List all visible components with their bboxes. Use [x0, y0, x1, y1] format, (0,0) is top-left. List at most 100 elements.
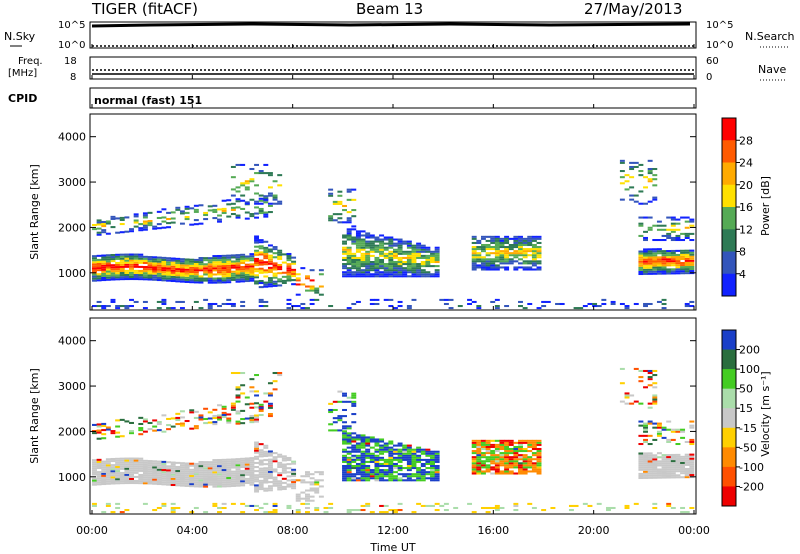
velocity-cell: [142, 418, 148, 421]
velocity-cell: [332, 421, 338, 424]
power-cell: [212, 259, 218, 262]
power-cell: [494, 298, 500, 301]
velocity-cell: [666, 420, 672, 423]
velocity-cell: [212, 481, 218, 484]
power-cell: [263, 198, 269, 201]
power-cell: [360, 240, 366, 243]
velocity-cell: [96, 475, 102, 478]
power-cell: [379, 258, 385, 261]
velocity-cell: [254, 461, 260, 464]
power-cell: [485, 268, 491, 271]
velocity-cell: [249, 402, 255, 405]
velocity-cell: [221, 411, 227, 414]
velocity-cell: [346, 473, 352, 476]
velocity-cell: [393, 475, 398, 478]
velocity-cell: [647, 474, 653, 477]
power-cell: [175, 259, 181, 262]
power-cell: [471, 235, 477, 238]
power-cell: [383, 254, 389, 257]
power-cell: [661, 234, 667, 237]
velocity-cell: [170, 477, 176, 480]
power-cell: [416, 256, 422, 259]
power-cell: [513, 260, 519, 263]
velocity-cell: [133, 467, 139, 470]
power-cell: [379, 263, 385, 266]
power-cell: [115, 253, 121, 256]
power-cell: [342, 221, 347, 224]
velocity-cell: [351, 454, 357, 457]
velocity-cell: [499, 472, 505, 475]
velocity-cell: [508, 464, 514, 467]
power-cell: [161, 298, 167, 301]
velocity-cell: [490, 445, 496, 448]
velocity-cell: [365, 465, 371, 468]
power-cell: [203, 211, 209, 214]
power-cell: [494, 268, 500, 271]
power-cell: [416, 246, 422, 249]
power-cell: [263, 300, 269, 303]
velocity-cell: [638, 454, 644, 457]
velocity-cell: [254, 457, 260, 460]
velocity-cell: [175, 465, 181, 468]
power-cell: [101, 266, 107, 269]
velocity-cell: [119, 467, 125, 470]
velocity-cell: [217, 477, 222, 480]
velocity-cell: [96, 429, 102, 432]
power-cell: [652, 272, 658, 275]
velocity-cell: [531, 470, 537, 473]
velocity-cell: [406, 467, 412, 470]
power-cell: [406, 267, 412, 270]
velocity-cell: [374, 458, 380, 461]
radar-title: TIGER (fitACF): [92, 0, 199, 18]
velocity-cell: [351, 394, 357, 397]
power-cell: [388, 256, 394, 259]
velocity-cell: [221, 479, 227, 482]
power-cell: [647, 302, 653, 306]
velocity-cell: [170, 461, 176, 464]
velocity-cell: [393, 471, 398, 474]
power-cell: [629, 165, 635, 168]
velocity-cell: [430, 471, 435, 474]
velocity-cell: [369, 452, 375, 455]
power-cell: [101, 260, 107, 263]
velocity-cell: [166, 471, 172, 474]
velocity-cell: [342, 392, 347, 395]
power-cell: [286, 302, 292, 306]
power-cell: [193, 223, 199, 226]
power-cell: [536, 235, 542, 238]
power-cell: [337, 200, 343, 203]
power-cell: [161, 275, 167, 278]
power-cell: [129, 275, 134, 279]
power-cell: [360, 254, 366, 257]
velocity-ylabel: Slant Range [km]: [28, 368, 41, 464]
power-cell: [281, 275, 287, 278]
power-cell: [379, 240, 385, 243]
velocity-cell: [101, 483, 107, 486]
velocity-cell: [170, 425, 176, 428]
power-cell: [254, 270, 260, 273]
power-cell: [647, 270, 653, 273]
ytick-label: 4000: [58, 335, 86, 348]
power-cell: [684, 216, 690, 219]
power-cell: [656, 260, 662, 263]
velocity-cell: [249, 504, 255, 507]
power-cell: [522, 256, 528, 259]
velocity-cell: [235, 396, 241, 399]
velocity-cell: [638, 476, 644, 480]
power-cell: [513, 250, 519, 253]
power-cell: [629, 176, 635, 179]
power-cell: [193, 260, 199, 263]
velocity-cell: [166, 481, 172, 484]
power-cell: [142, 272, 148, 275]
velocity-cell: [254, 488, 260, 491]
power-cell: [221, 254, 227, 257]
power-cell: [434, 254, 440, 257]
velocity-cell: [670, 476, 676, 479]
velocity-cell: [203, 483, 209, 486]
velocity-cell: [267, 460, 273, 463]
power-cell: [397, 300, 403, 303]
power-cell: [587, 302, 593, 306]
velocity-cell: [193, 475, 199, 478]
power-cell: [499, 260, 505, 263]
velocity-cell: [267, 466, 273, 469]
